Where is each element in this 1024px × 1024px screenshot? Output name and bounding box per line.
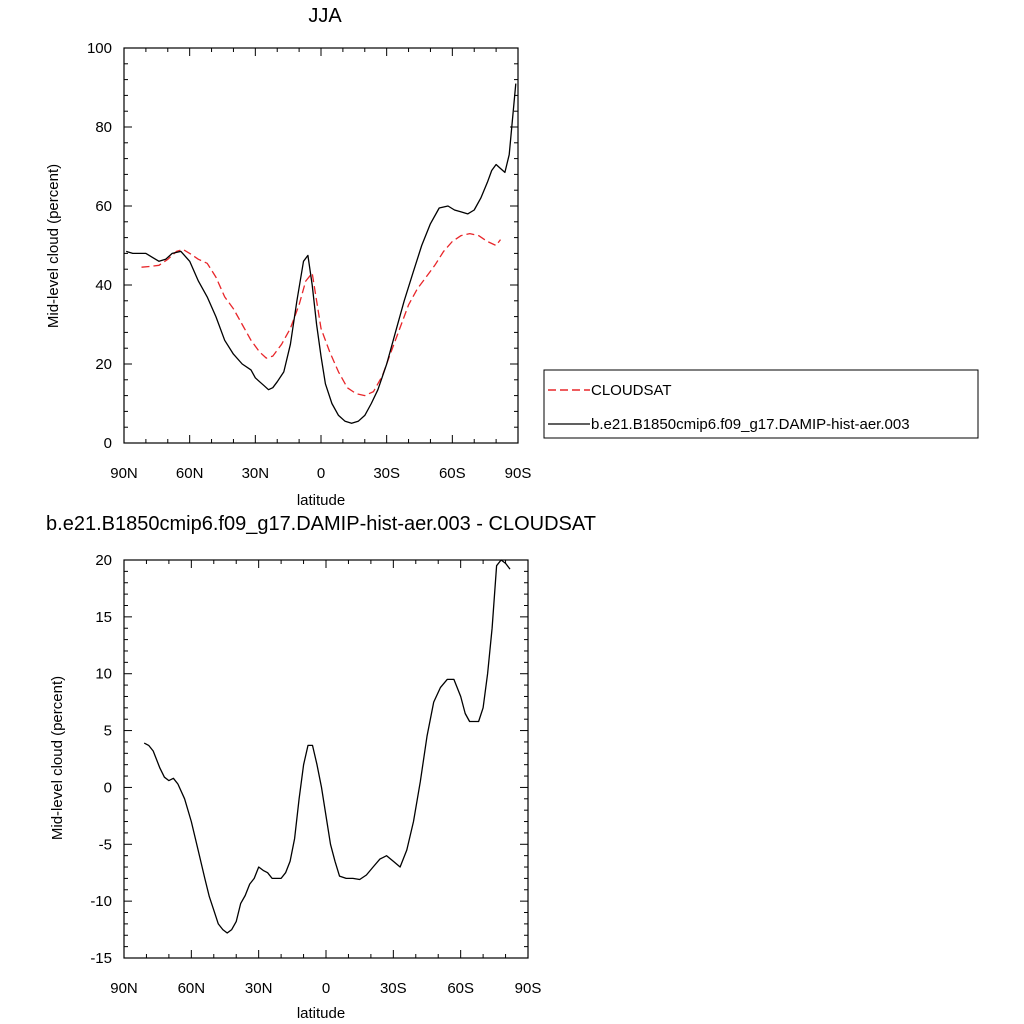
top-chart: JJA 0 20 40 60 80 100 90N 60N 30N 0 30S 60S 90S lat… [45,5,531,509]
y-tick-label: 15 [95,609,112,626]
x-tick-label: 30S [373,465,400,482]
top-plot-frame [123,47,519,444]
top-series-line-1 [126,83,517,424]
y-tick-label: -10 [90,893,112,910]
bottom-x-ticks: 90N 60N 30N 0 30S 60S 90S [110,560,541,997]
legend-entry-model: b.e21.B1850cmip6.f09_g17.DAMIP-hist-aer.… [548,416,910,433]
top-series-group [126,83,517,424]
y-tick-label: 40 [95,277,112,294]
top-y-axis-label: Mid-level cloud (percent) [45,164,62,328]
x-tick-label: 90S [515,980,542,997]
top-series-line-0 [141,232,502,397]
legend-label-cloudsat: CLOUDSAT [591,382,672,399]
legend: CLOUDSAT b.e21.B1850cmip6.f09_g17.DAMIP-… [543,369,979,439]
y-tick-label: 100 [87,40,112,57]
x-tick-label: 30N [245,980,273,997]
x-tick-label: 60S [447,980,474,997]
legend-label-model: b.e21.B1850cmip6.f09_g17.DAMIP-hist-aer.… [591,416,910,433]
y-tick-label: -15 [90,950,112,967]
bottom-series-line-0 [143,559,511,934]
x-tick-label: 0 [317,465,325,482]
x-tick-label: 0 [322,980,330,997]
bottom-plot-frame [123,559,529,959]
y-tick-label: 20 [95,552,112,569]
x-tick-label: 30N [242,465,270,482]
y-tick-label: 60 [95,198,112,215]
x-tick-label: 30S [380,980,407,997]
legend-box [543,369,979,439]
bottom-chart-title: b.e21.B1850cmip6.f09_g17.DAMIP-hist-aer.… [46,513,596,535]
bottom-y-axis-label: Mid-level cloud (percent) [49,676,66,840]
top-x-axis-label: latitude [297,492,345,509]
bottom-series-group [143,559,511,934]
top-chart-title: JJA [308,5,342,27]
bottom-y-ticks: -15 -10 -5 0 5 10 15 20 [90,552,528,967]
y-tick-label: 80 [95,119,112,136]
bottom-x-axis-label: latitude [297,1005,345,1022]
y-tick-label: -5 [99,836,112,853]
y-tick-label: 0 [104,779,112,796]
y-tick-label: 20 [95,356,112,373]
y-tick-label: 10 [95,666,112,683]
top-x-ticks: 90N 60N 30N 0 30S 60S 90S [110,48,531,482]
bottom-chart: b.e21.B1850cmip6.f09_g17.DAMIP-hist-aer.… [46,513,596,1022]
y-tick-label: 0 [104,435,112,452]
legend-entry-cloudsat: CLOUDSAT [548,382,672,399]
y-tick-label: 5 [104,723,112,740]
top-y-ticks: 0 20 40 60 80 100 [87,40,518,452]
x-tick-label: 90N [110,465,138,482]
x-tick-label: 60N [178,980,206,997]
x-tick-label: 90S [505,465,532,482]
x-tick-label: 60S [439,465,466,482]
x-tick-label: 60N [176,465,204,482]
x-tick-label: 90N [110,980,138,997]
